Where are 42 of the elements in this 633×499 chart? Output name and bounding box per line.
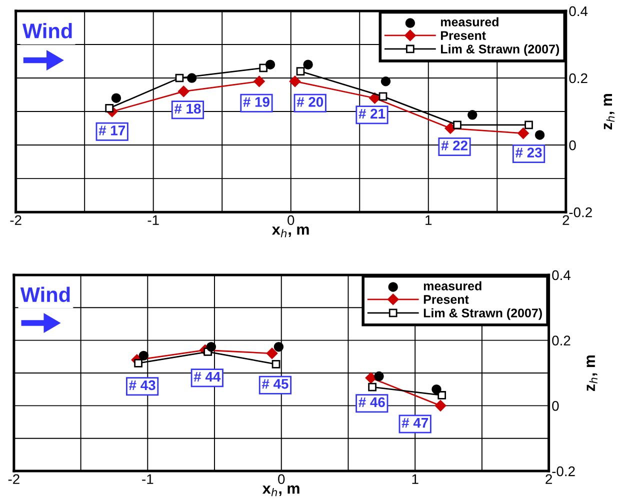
- y-tick-label: 0.4: [569, 6, 588, 16]
- annotation: # 47: [402, 418, 428, 428]
- x-tick-label: 2: [562, 215, 570, 225]
- x-axis-title: x$_{h}$, m: [262, 485, 300, 496]
- legend-label: Present: [441, 31, 486, 40]
- annotation: Wind: [22, 23, 72, 38]
- annotation: # 20: [296, 97, 324, 107]
- legend-label: Present: [424, 295, 469, 304]
- y-tick-label: 0.2: [552, 336, 570, 346]
- y-tick-label: -0.2: [569, 207, 592, 218]
- x-tick-label: 1: [426, 215, 432, 225]
- annotation: # 44: [194, 372, 221, 382]
- y-tick-label: -0.2: [552, 466, 575, 476]
- legend-label: Lim & Strawn (2007): [424, 308, 542, 320]
- x-axis-title: x$_{h}$, m: [272, 226, 309, 238]
- legend-label: measured: [424, 281, 482, 290]
- annotation: # 22: [441, 140, 468, 150]
- annotation: # 23: [515, 148, 542, 158]
- y-tick-label: 0.4: [552, 270, 570, 280]
- y-tick-label: 0: [569, 140, 576, 150]
- x-tick-label: -1: [142, 474, 154, 484]
- x-tick-label: 2: [546, 474, 552, 484]
- annotation: # 45: [262, 379, 288, 389]
- x-tick-label: 0: [288, 215, 294, 226]
- x-tick-label: 0: [278, 474, 285, 484]
- x-tick-label: 1: [412, 474, 418, 484]
- annotation: # 46: [358, 397, 385, 408]
- annotation: # 19: [243, 97, 270, 107]
- annotation: Wind: [20, 286, 70, 302]
- annotation: # 43: [129, 380, 156, 390]
- annotation: # 18: [174, 104, 201, 114]
- legend-label: measured: [441, 17, 498, 26]
- x-tick-label: -2: [8, 474, 20, 484]
- x-tick-label: -1: [148, 215, 159, 225]
- legend-label: Lim & Strawn (2007): [441, 44, 560, 56]
- y-tick-label: 0: [552, 401, 559, 411]
- x-tick-label: -2: [10, 215, 22, 225]
- y-tick-label: 0.2: [569, 73, 588, 84]
- annotation: # 21: [358, 108, 386, 118]
- annotation: # 17: [98, 126, 125, 136]
- y-axis-title: z$_{h}$, m: [604, 94, 614, 130]
- y-axis-title: z$_{h}$, m: [586, 355, 598, 391]
